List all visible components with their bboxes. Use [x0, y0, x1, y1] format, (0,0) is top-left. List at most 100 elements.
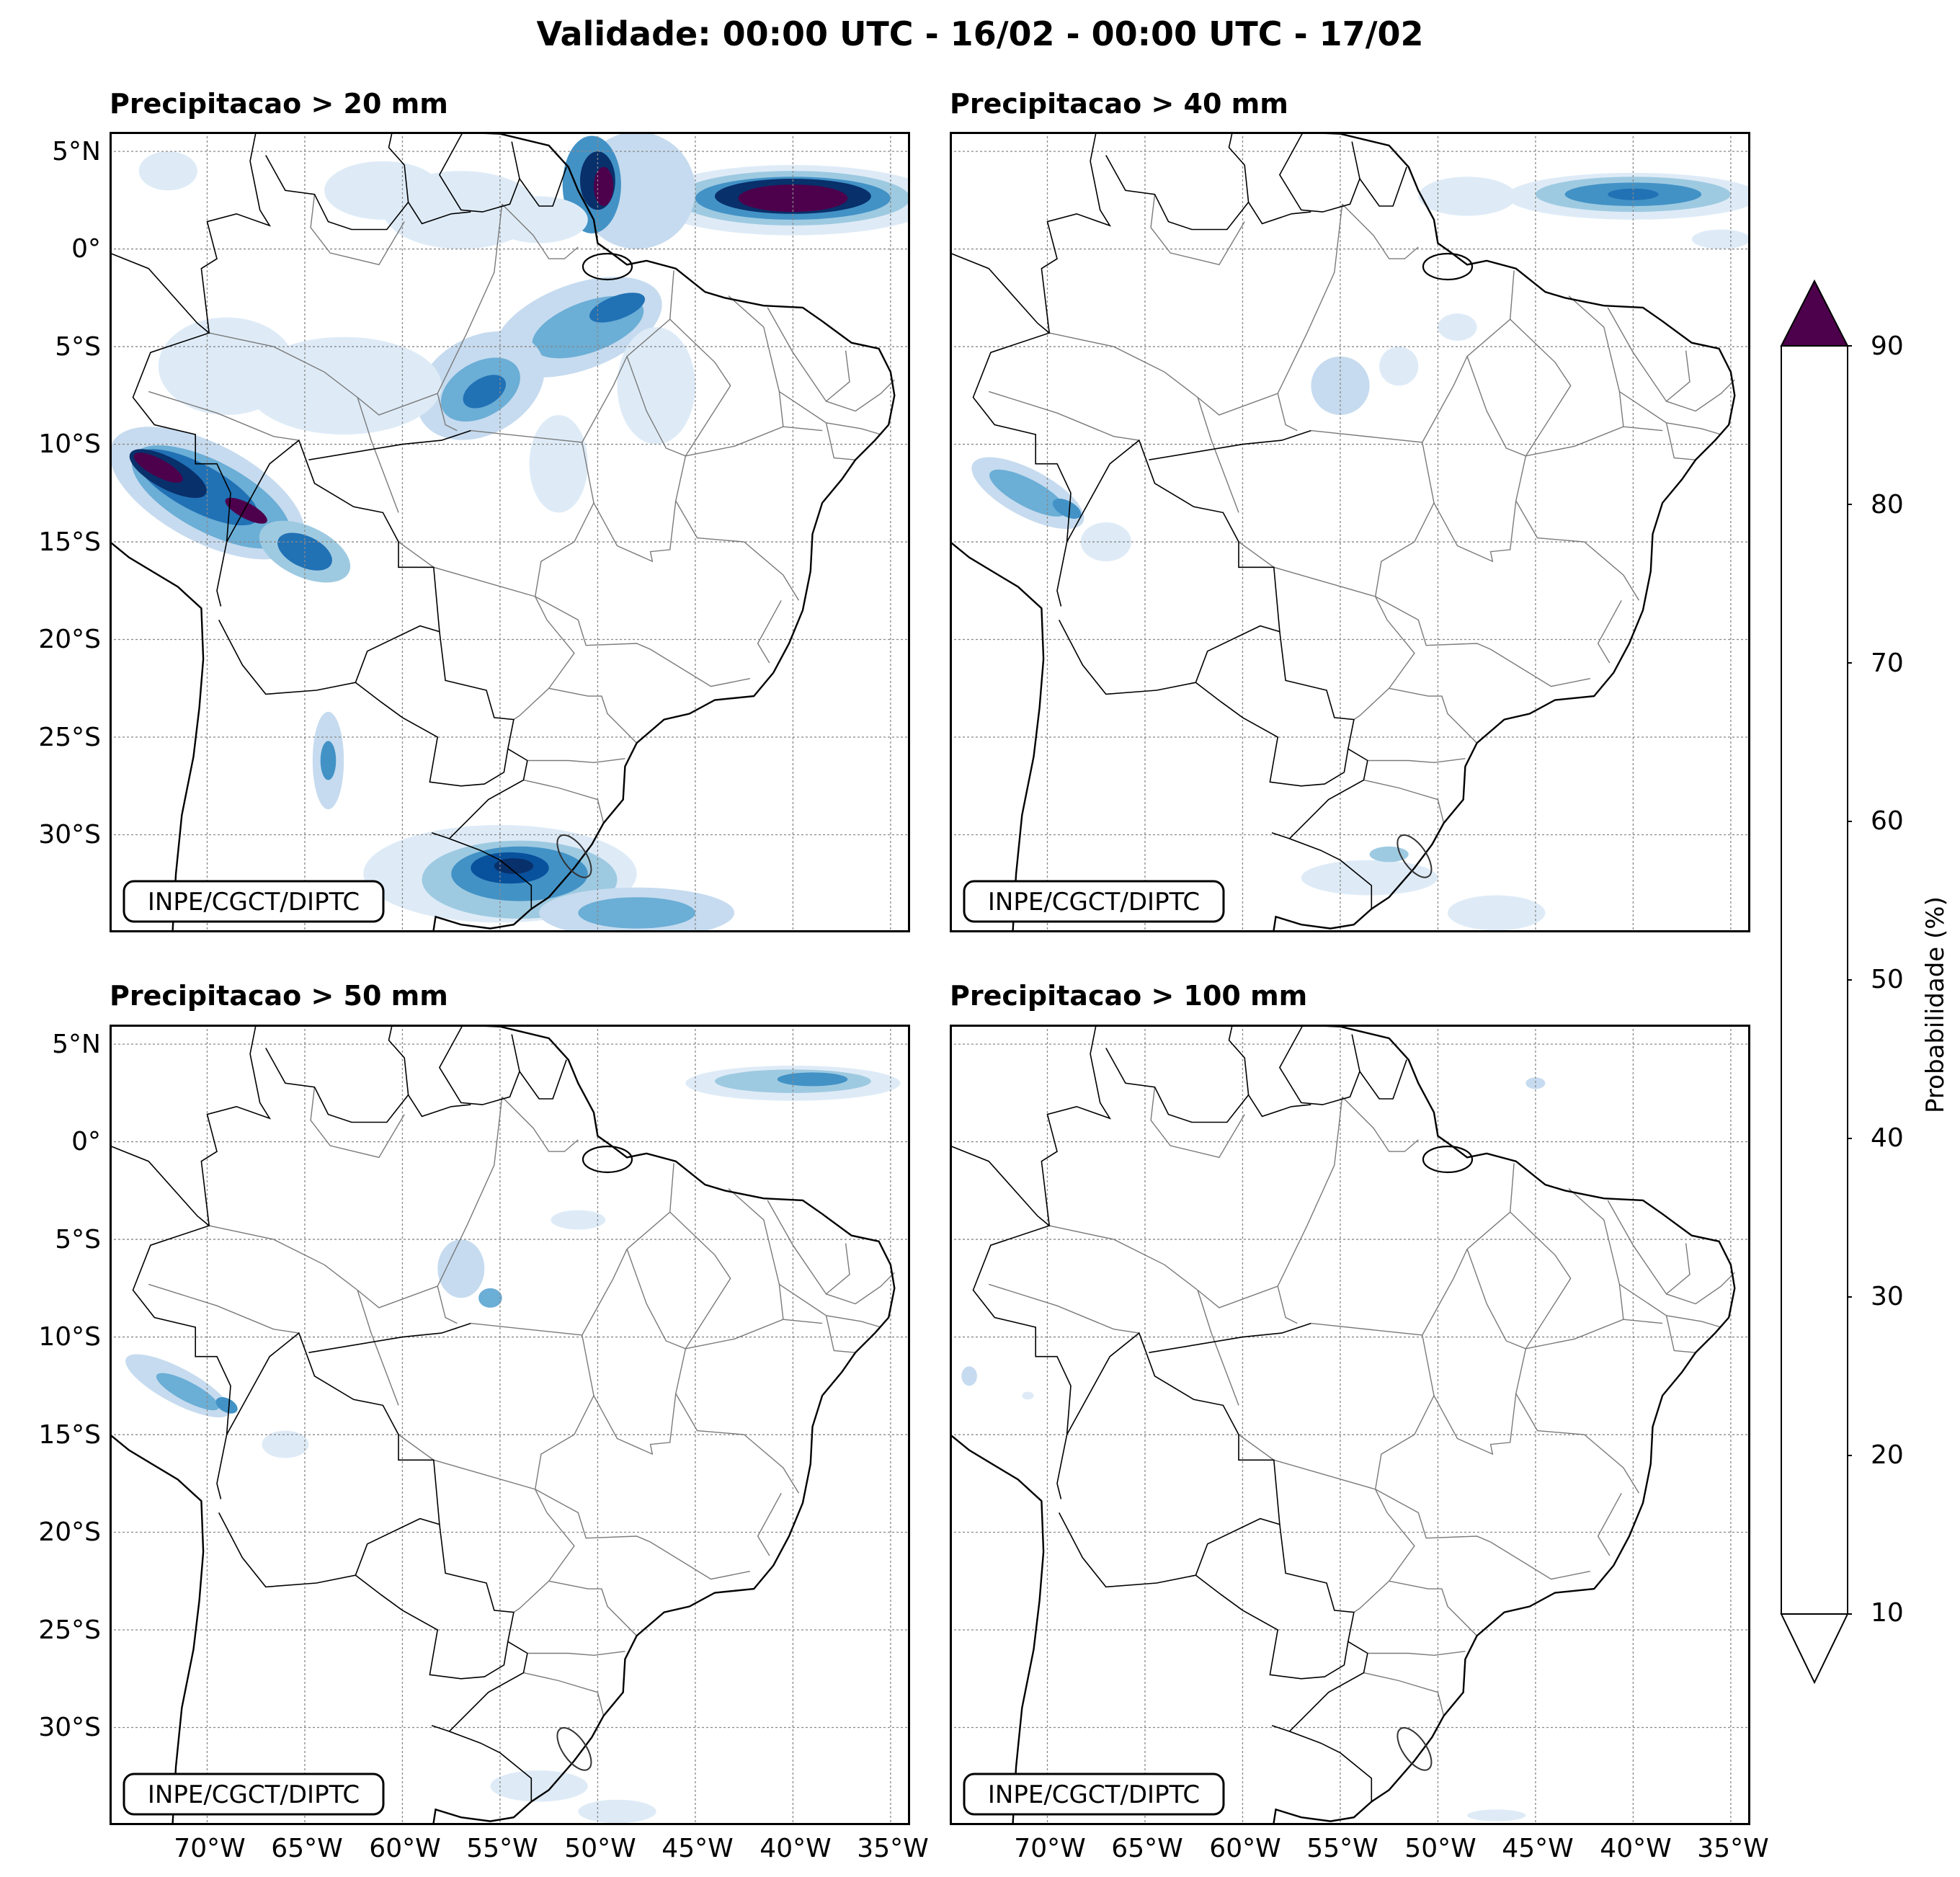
- country-border: [265, 155, 409, 231]
- country-border: [1149, 1322, 1311, 1353]
- country-borders: [110, 132, 567, 909]
- colorbar-tick-70: 70: [1871, 648, 1904, 678]
- state-border: [1049, 1225, 1298, 1324]
- country-border: [1041, 132, 1112, 334]
- state-border: [685, 295, 784, 457]
- state-border: [1238, 429, 1435, 597]
- lon-label-left-35w: 35°W: [857, 1834, 929, 1863]
- colorbar-tick-60: 60: [1871, 806, 1904, 836]
- graticule: [110, 1025, 910, 1825]
- credit-text: INPE/CGCT/DIPTC: [148, 888, 360, 917]
- lon-label-right-65w: 65°W: [1111, 1834, 1183, 1863]
- state-border: [513, 596, 575, 721]
- marajo-island-outline: [1422, 1145, 1474, 1174]
- map-panel-100mm: INPE/CGCT/DIPTC: [950, 1025, 1750, 1825]
- country-border: [110, 1145, 231, 1499]
- credit-box: INPE/CGCT/DIPTC: [122, 880, 385, 923]
- state-border: [1597, 599, 1622, 664]
- country-border: [1195, 631, 1355, 787]
- state-border: [1342, 1096, 1419, 1152]
- colorbar-tick-30: 30: [1871, 1282, 1904, 1311]
- precip-blob-over-90: [133, 452, 183, 483]
- lon-label-left-45w: 45°W: [662, 1834, 734, 1863]
- coastlines: [950, 132, 1736, 932]
- panel-title-50mm: Precipitacao > 50 mm: [110, 980, 448, 1012]
- state-border: [675, 1393, 800, 1494]
- lagoon-outline: [556, 1726, 592, 1771]
- state-border: [502, 203, 579, 259]
- state-border: [988, 391, 1139, 441]
- lat-label-top-0: 0°: [71, 234, 101, 264]
- country-border: [200, 132, 272, 334]
- state-border: [1367, 758, 1466, 764]
- state-border: [1525, 1188, 1624, 1350]
- precip-blob-10pct: [1438, 313, 1477, 341]
- graticule: [110, 132, 910, 932]
- colorbar-tick-90: 90: [1871, 331, 1904, 361]
- country-border: [1041, 1025, 1112, 1226]
- country-border: [355, 1524, 514, 1680]
- precip-blob-50pct: [215, 1397, 238, 1414]
- country-border: [355, 631, 514, 787]
- colorbar-tick-50: 50: [1871, 965, 1904, 994]
- state-border: [310, 1087, 405, 1159]
- lat-label-top-5n: 5°N: [52, 137, 101, 166]
- state-border: [1666, 379, 1735, 412]
- map-background: [950, 132, 1750, 932]
- state-border: [148, 1283, 299, 1334]
- state-border: [1197, 1290, 1239, 1406]
- state-border: [527, 1651, 625, 1657]
- state-border: [593, 1249, 687, 1455]
- country-borders: [110, 1025, 567, 1802]
- state-border: [1666, 1272, 1735, 1305]
- coastline-pacific: [950, 1161, 1045, 1825]
- graticule: [950, 1025, 1750, 1825]
- precip-blob-80pct: [494, 858, 534, 874]
- precip-blob-10pct: [138, 151, 197, 191]
- precip-blob-20pct: [1311, 356, 1370, 415]
- state-border: [1150, 194, 1245, 266]
- state-border: [209, 332, 458, 432]
- country-border: [308, 429, 471, 460]
- lat-label-bottom-5n: 5°N: [52, 1030, 101, 1059]
- state-border: [1353, 1489, 1415, 1613]
- lon-label-right-55w: 55°W: [1306, 1834, 1378, 1863]
- state-border: [1433, 1249, 1527, 1455]
- lat-label-top-20s: 20°S: [38, 625, 101, 654]
- state-border: [502, 1096, 579, 1152]
- coastlines: [110, 132, 896, 932]
- state-border: [593, 356, 687, 563]
- map-frame: [950, 1025, 1750, 1825]
- precip-blob-10pct: [551, 1210, 606, 1230]
- lon-label-right-40w: 40°W: [1600, 1834, 1672, 1863]
- country-border: [507, 748, 528, 762]
- state-border: [1619, 1283, 1721, 1328]
- lon-label-right-45w: 45°W: [1502, 1834, 1574, 1863]
- state-border: [148, 391, 299, 441]
- country-border: [218, 1332, 440, 1588]
- credit-box: INPE/CGCT/DIPTC: [963, 880, 1225, 923]
- country-border: [218, 439, 440, 695]
- precip-blob-10pct: [529, 415, 588, 513]
- state-border: [1375, 1489, 1590, 1580]
- state-border: [535, 596, 750, 687]
- precip-blob-10pct: [1022, 1391, 1034, 1400]
- state-border: [1433, 356, 1527, 563]
- state-border: [1197, 397, 1239, 513]
- map-background: [110, 1025, 910, 1825]
- map-frame: [950, 132, 1750, 932]
- colorbar-tick-10: 10: [1871, 1598, 1904, 1628]
- state-border: [523, 779, 605, 824]
- state-border: [685, 1188, 784, 1350]
- country-border: [1058, 1332, 1280, 1588]
- lat-label-top-30s: 30°S: [38, 820, 101, 850]
- lon-label-left-40w: 40°W: [760, 1834, 832, 1863]
- state-border: [757, 1492, 782, 1556]
- state-border: [357, 397, 399, 513]
- graticule: [950, 132, 1750, 932]
- precip-probability-field: [110, 132, 910, 932]
- state-border: [1619, 391, 1721, 435]
- lat-label-bottom-15s: 15°S: [38, 1420, 101, 1450]
- credit-text: INPE/CGCT/DIPTC: [148, 1780, 360, 1809]
- coastlines: [110, 1025, 896, 1825]
